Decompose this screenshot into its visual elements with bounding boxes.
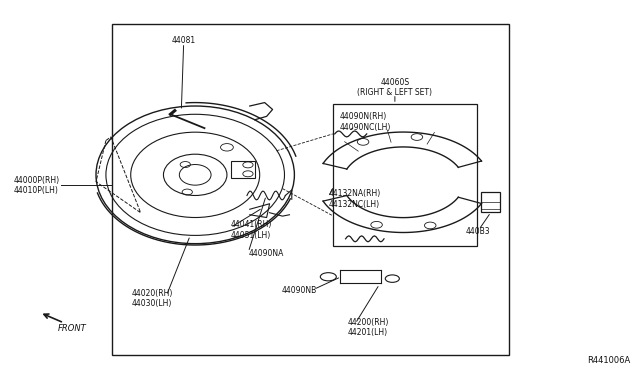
Text: 44020(RH)
44030(LH): 44020(RH) 44030(LH) bbox=[131, 289, 173, 308]
Text: 44200(RH)
44201(LH): 44200(RH) 44201(LH) bbox=[348, 318, 389, 337]
Text: 44000P(RH)
44010P(LH): 44000P(RH) 44010P(LH) bbox=[14, 176, 60, 195]
Text: 44090N(RH)
44090NC(LH): 44090N(RH) 44090NC(LH) bbox=[339, 112, 390, 132]
Text: 44041(RH)
44051(LH): 44041(RH) 44051(LH) bbox=[230, 220, 272, 240]
Bar bbox=[481, 192, 500, 212]
Text: R441006A: R441006A bbox=[587, 356, 630, 365]
Text: 44081: 44081 bbox=[172, 36, 196, 45]
Bar bbox=[112, 24, 509, 355]
Text: 44090NB: 44090NB bbox=[282, 286, 317, 295]
Text: 44060S
(RIGHT & LEFT SET): 44060S (RIGHT & LEFT SET) bbox=[357, 78, 433, 97]
Text: 44132NA(RH)
44132NC(LH): 44132NA(RH) 44132NC(LH) bbox=[328, 189, 381, 209]
Bar bbox=[230, 161, 255, 178]
Text: FRONT: FRONT bbox=[58, 324, 86, 333]
Bar bbox=[333, 104, 477, 246]
Text: 44090NA: 44090NA bbox=[248, 249, 284, 258]
Text: 440B3: 440B3 bbox=[466, 227, 490, 236]
